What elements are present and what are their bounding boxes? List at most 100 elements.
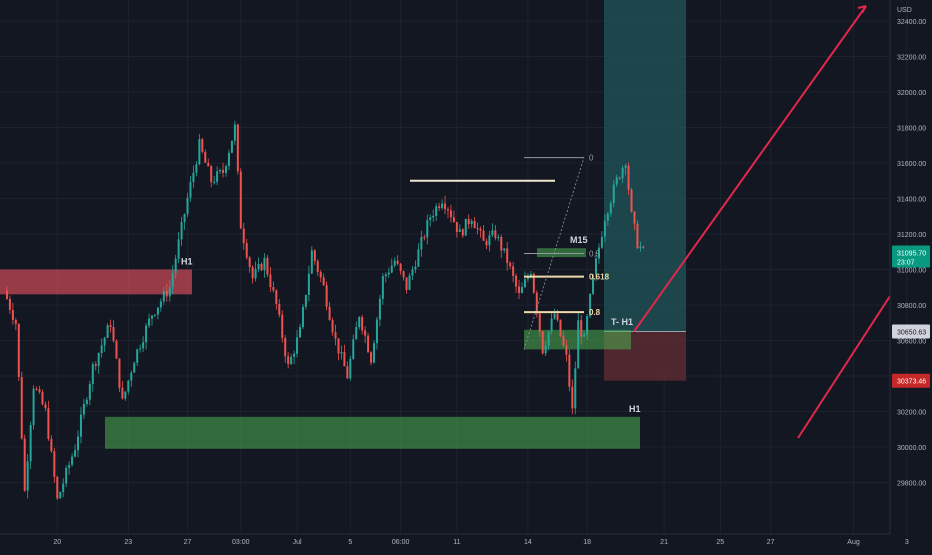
price-tick-label: 31600.00 [897,161,926,168]
time-tick-label: 25 [716,539,724,546]
candle-body [94,364,97,366]
candle-body [550,318,553,332]
candle-body [97,353,100,366]
price-tick-label: 31400.00 [897,197,926,204]
candle-body [139,348,142,350]
price-tick-label: 30800.00 [897,303,926,310]
candle-body [447,209,449,211]
candle-body [455,221,458,232]
candle-body [145,325,148,343]
candle-body [393,260,396,266]
candle-body [636,223,639,249]
candle-body [233,124,236,141]
candle-body [216,171,219,182]
arrow-head [861,5,867,14]
candle-body [405,277,408,290]
candle-body [553,313,556,319]
candle-body [296,337,299,354]
stop-price-badge-bg[interactable] [892,373,930,388]
candle-body [225,165,227,173]
candle-body [384,274,387,277]
candle-body [500,236,503,251]
candle-body [595,258,597,275]
candle-body [417,249,420,267]
candle-body [127,380,130,392]
projection-arrow [633,5,867,333]
candle-body [227,152,230,166]
candle-body [142,342,145,349]
last-price-badge-bg[interactable] [892,245,930,268]
candle-body [367,335,370,353]
candle-body [17,323,20,378]
candle-body [426,220,429,238]
candle-body [438,206,441,209]
candle-body [68,464,71,468]
entry-price-badge-bg[interactable] [892,324,930,339]
candle-body [278,303,281,315]
candle-body [414,266,417,270]
price-tick-label: 32200.00 [897,55,926,62]
candle-body [532,273,535,293]
candle-body [41,392,44,405]
candle-body [467,218,470,225]
candle-body [62,483,65,492]
fib-label: 0.5 [589,250,601,259]
candle-body [541,331,544,354]
zone-0 [0,269,192,295]
candle-body [148,318,151,326]
candle-body [29,425,32,462]
zone-1 [105,416,640,449]
candle-body [136,349,139,363]
candle-body [521,287,523,294]
candle-body [535,292,538,314]
candle-body [307,273,310,295]
candle-body [319,271,322,278]
candle-body [556,313,559,320]
candle-body [364,330,367,336]
candle-body [124,391,127,399]
candle-body [44,404,47,409]
candle-body [213,181,216,183]
time-tick-label: 14 [524,539,532,546]
candle-body [151,315,153,319]
candle-body [485,240,488,246]
candle-body [23,438,26,491]
candle-body [322,277,325,286]
candle-body [378,298,381,320]
candle-body [5,290,8,299]
candle-body [538,313,541,332]
candle-body [375,319,378,344]
candle-body [162,291,165,302]
candle-body [358,317,361,328]
candle-body [399,263,402,272]
candle-body [642,246,645,248]
candle-body [624,165,627,168]
candle-body [441,203,444,209]
candle-body [35,388,38,390]
candle-body [53,451,56,477]
candle-body [592,274,595,294]
price-tick-label: 29800.00 [897,481,926,488]
candle-body [349,358,352,379]
candle-body [156,307,159,315]
candle-body [597,247,600,259]
candle-body [263,257,266,271]
candle-body [174,258,177,273]
candle-body [219,169,222,172]
price-tick-label: 32000.00 [897,90,926,97]
candle-body [236,124,239,172]
time-tick-label: 03:00 [232,539,250,546]
candle-body [411,269,414,276]
candle-body [201,139,204,152]
candle-body [304,294,307,307]
candle-body [325,285,328,307]
currency-label: USD [897,7,912,14]
candle-body [186,197,189,215]
candle-body [198,139,201,165]
candle-body [133,362,136,373]
candle-body [612,184,615,204]
candle-body [316,261,319,272]
candle-body [130,372,133,381]
